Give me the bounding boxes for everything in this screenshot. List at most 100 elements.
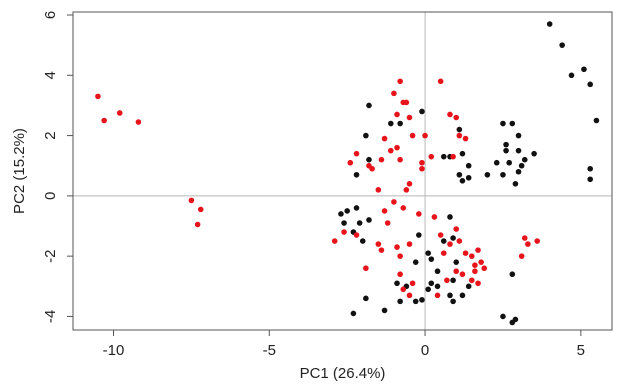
data-point — [515, 147, 522, 154]
data-point — [400, 205, 407, 211]
data-point — [440, 153, 447, 160]
data-point — [397, 298, 403, 305]
data-point — [521, 156, 528, 163]
y-tick-label: 0 — [42, 192, 59, 200]
data-point — [366, 156, 372, 163]
data-point — [101, 117, 107, 124]
data-point — [587, 176, 593, 183]
data-point — [456, 126, 463, 133]
data-point — [587, 81, 593, 88]
data-point — [394, 280, 400, 287]
data-point — [437, 78, 444, 85]
y-tick-label: 4 — [42, 71, 59, 79]
data-point — [135, 119, 142, 125]
data-point — [341, 220, 347, 226]
data-point — [500, 120, 506, 127]
data-point — [391, 199, 397, 205]
data-point — [397, 156, 403, 163]
data-point — [387, 147, 394, 154]
data-point — [478, 259, 484, 265]
data-point — [587, 165, 593, 172]
data-point — [397, 253, 403, 259]
data-point — [459, 150, 466, 157]
data-point — [581, 66, 587, 73]
data-point — [378, 156, 385, 163]
data-point — [381, 135, 388, 142]
data-point — [512, 181, 519, 187]
data-point — [459, 292, 466, 299]
data-point — [437, 232, 444, 238]
data-point — [403, 187, 410, 193]
data-point — [472, 262, 478, 268]
data-point — [512, 316, 519, 323]
data-point — [419, 297, 425, 303]
data-point — [194, 221, 201, 228]
scatter-points — [95, 21, 600, 326]
data-point — [428, 256, 435, 262]
data-point — [416, 211, 422, 217]
data-point — [387, 120, 394, 127]
data-point — [447, 111, 453, 118]
x-tick-label: 0 — [421, 342, 429, 359]
data-point — [456, 238, 463, 244]
data-point — [453, 268, 460, 275]
data-point — [350, 310, 357, 317]
data-point — [397, 271, 403, 278]
data-point — [481, 265, 488, 272]
data-point — [366, 217, 372, 223]
data-point — [353, 171, 360, 178]
data-point — [531, 150, 537, 157]
data-point — [518, 253, 525, 259]
data-point — [406, 114, 413, 121]
data-point — [363, 265, 369, 272]
data-point — [400, 286, 407, 293]
data-point — [453, 259, 460, 265]
y-tick-label: -4 — [42, 310, 59, 323]
data-point — [425, 286, 431, 293]
data-point — [462, 250, 469, 256]
data-point — [419, 165, 425, 172]
data-point — [450, 298, 456, 305]
plot-frame — [72, 11, 613, 331]
data-point — [465, 162, 472, 169]
data-point — [468, 253, 475, 259]
data-point — [593, 117, 600, 124]
data-point — [500, 171, 506, 178]
data-point — [456, 132, 463, 139]
data-point — [450, 153, 456, 160]
data-point — [353, 150, 360, 157]
data-point — [375, 187, 382, 193]
data-point — [397, 78, 403, 85]
data-point — [116, 110, 123, 116]
data-point — [534, 238, 541, 244]
data-point — [521, 235, 528, 241]
data-point — [341, 229, 347, 235]
data-point — [440, 238, 447, 244]
x-axis: -10 -5 0 5 — [103, 330, 585, 359]
data-point — [447, 214, 453, 220]
x-tick-label: -5 — [263, 342, 276, 359]
data-point — [381, 307, 388, 314]
series-1 — [95, 78, 541, 299]
x-tick-label: -10 — [103, 342, 125, 359]
zero-reference-lines — [73, 12, 612, 330]
data-point — [475, 247, 481, 253]
data-point — [450, 235, 456, 241]
data-point — [484, 171, 491, 178]
data-point — [459, 177, 466, 184]
data-point — [338, 211, 344, 217]
data-point — [391, 90, 397, 97]
data-point — [412, 259, 419, 265]
data-point — [381, 208, 388, 214]
data-point — [378, 247, 385, 253]
data-point — [406, 181, 413, 187]
data-point — [416, 232, 422, 238]
data-point — [509, 120, 516, 127]
data-point — [347, 159, 354, 166]
data-point — [197, 206, 204, 213]
data-point — [406, 241, 413, 247]
data-point — [394, 111, 400, 118]
data-point — [359, 238, 366, 244]
data-point — [568, 72, 575, 79]
data-point — [384, 220, 391, 226]
